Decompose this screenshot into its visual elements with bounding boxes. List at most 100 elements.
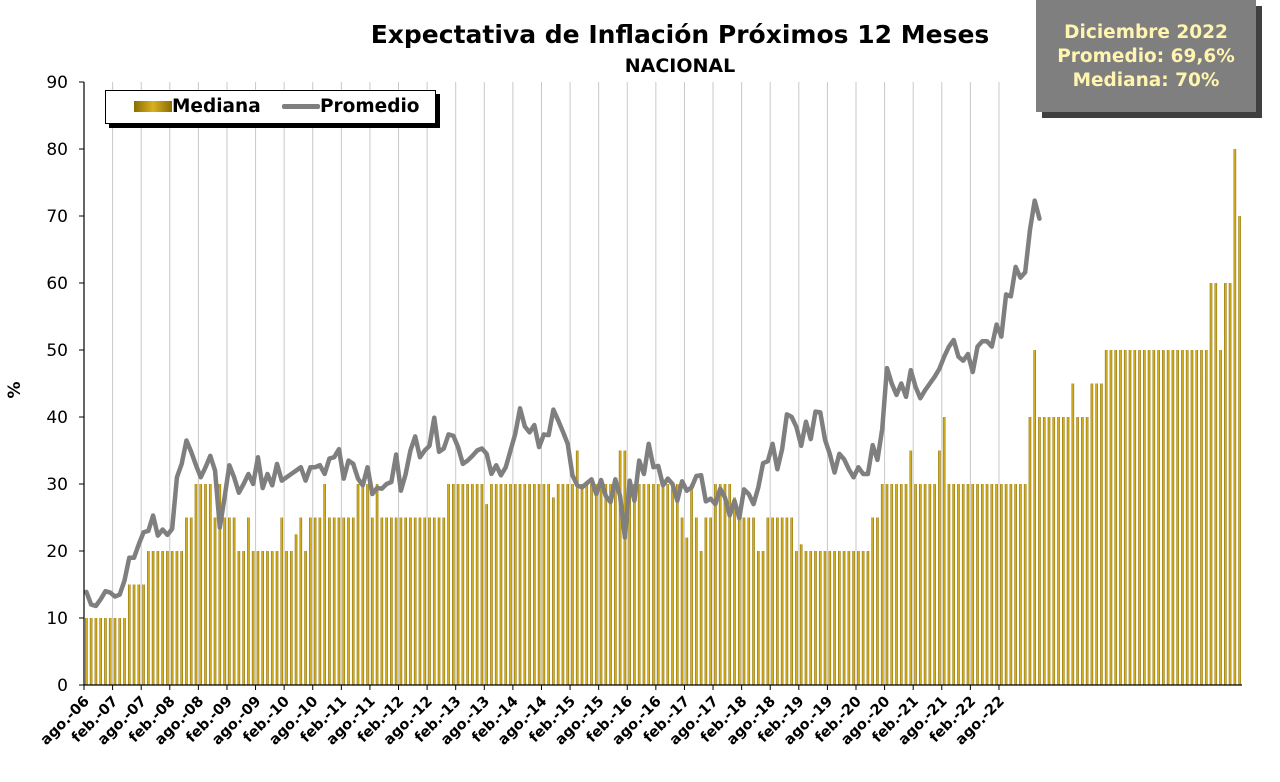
average-line: [84, 198, 1042, 609]
median-bar: [828, 551, 832, 685]
median-bar: [952, 484, 956, 685]
y-tick-label: 30: [46, 475, 68, 495]
median-bar: [494, 484, 498, 685]
median-bar: [156, 551, 160, 685]
median-bar: [718, 484, 722, 685]
median-bar: [976, 484, 979, 685]
median-bar: [289, 551, 293, 685]
median-bar: [1214, 283, 1218, 685]
median-bar: [880, 484, 884, 685]
median-bar: [928, 484, 932, 685]
median-bar: [1085, 417, 1089, 685]
median-bar: [533, 484, 536, 685]
x-tick-labels: ago.-06feb.-07ago.-07feb.-08ago.-08feb.-…: [38, 694, 1008, 749]
median-bar: [161, 551, 164, 685]
y-tick-label: 50: [46, 341, 68, 361]
y-tick-label: 20: [46, 542, 68, 562]
median-bar: [804, 551, 808, 685]
median-bar: [513, 484, 517, 685]
median-bar: [847, 551, 851, 685]
median-bar: [261, 551, 265, 685]
median-bar: [1190, 350, 1194, 685]
median-bar: [485, 504, 488, 685]
median-bar: [556, 484, 560, 685]
median-bar: [1128, 350, 1132, 685]
median-bar: [399, 517, 403, 685]
median-bar: [1095, 383, 1098, 685]
median-bar: [709, 517, 712, 685]
median-bar: [1200, 350, 1203, 685]
median-bar: [337, 517, 341, 685]
median-bar: [89, 618, 93, 685]
median-bar: [461, 484, 465, 685]
median-bar: [528, 484, 531, 685]
median-bar: [475, 484, 479, 685]
median-bar: [885, 484, 889, 685]
median-bar: [766, 517, 770, 685]
median-bar: [1033, 350, 1037, 685]
y-axis-label: %: [5, 381, 25, 398]
median-bar: [490, 484, 493, 685]
y-tick-label: 90: [46, 73, 68, 93]
median-bar: [370, 517, 374, 685]
median-bar: [838, 551, 841, 685]
median-bar: [637, 484, 641, 685]
median-bar: [633, 484, 636, 685]
median-bar: [895, 484, 898, 685]
median-bar: [294, 534, 298, 685]
median-bar: [418, 517, 422, 685]
median-bar: [499, 484, 503, 685]
median-bar: [823, 551, 827, 685]
median-bar: [871, 517, 874, 685]
legend-label-median: Mediana: [172, 96, 261, 117]
median-bar: [232, 517, 236, 685]
median-bar: [861, 551, 865, 685]
median-bar: [251, 551, 255, 685]
median-bar: [166, 551, 169, 685]
median-bar: [104, 618, 107, 685]
median-bar: [1152, 350, 1156, 685]
median-bar: [890, 484, 894, 685]
median-bar: [942, 417, 946, 685]
median-bar: [547, 484, 550, 685]
median-bar: [247, 517, 250, 685]
median-bar: [204, 484, 207, 685]
median-bar: [385, 517, 388, 685]
median-bar: [456, 484, 460, 685]
median-bar: [242, 551, 245, 685]
median-bar: [647, 484, 651, 685]
median-bar: [180, 551, 184, 685]
median-bar: [1019, 484, 1022, 685]
median-bar: [142, 584, 145, 685]
median-bar: [919, 484, 922, 685]
median-bar: [394, 517, 398, 685]
median-bar: [94, 618, 98, 685]
median-bar: [99, 618, 102, 685]
median-bar: [1181, 350, 1184, 685]
median-bar: [1109, 350, 1113, 685]
median-bar: [213, 517, 217, 685]
median-bar: [1204, 350, 1208, 685]
median-bar: [118, 618, 122, 685]
median-bar: [695, 517, 698, 685]
median-bar: [680, 517, 684, 685]
median-bar: [285, 551, 288, 685]
median-bar: [127, 584, 131, 685]
median-bar: [995, 484, 998, 685]
median-bar: [1081, 417, 1084, 685]
median-bar: [1000, 484, 1003, 685]
summary-box: Diciembre 2022 Promedio: 69,6% Mediana: …: [1036, 0, 1256, 112]
median-bar: [194, 484, 198, 685]
median-bar: [866, 551, 870, 685]
median-bar: [1176, 350, 1179, 685]
median-bar: [604, 484, 608, 685]
median-bar: [347, 517, 350, 685]
median-bar: [561, 484, 565, 685]
median-bar: [656, 484, 660, 685]
median-bar: [980, 484, 984, 685]
median-bar: [542, 484, 546, 685]
median-bar: [614, 484, 617, 685]
median-bar: [237, 551, 241, 685]
median-bar: [1038, 417, 1041, 685]
median-bar: [666, 484, 670, 685]
